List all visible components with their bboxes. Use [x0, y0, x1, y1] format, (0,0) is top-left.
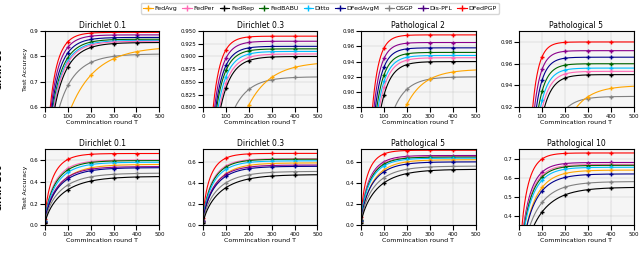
Text: CIFAR-10: CIFAR-10 [0, 48, 3, 90]
Title: Pathological 5: Pathological 5 [391, 139, 445, 148]
Legend: FedAvg, FedPer, FedRep, FedBABU, Ditto, DFedAvgM, OSGP, Dis-PFL, DFedPGP: FedAvg, FedPer, FedRep, FedBABU, Ditto, … [141, 3, 499, 13]
X-axis label: Commincation round T: Commincation round T [540, 238, 612, 243]
X-axis label: Commincation round T: Commincation round T [224, 238, 296, 243]
X-axis label: Commincation round T: Commincation round T [382, 120, 454, 125]
Title: Dirichlet 0.1: Dirichlet 0.1 [79, 139, 125, 148]
X-axis label: Commincation round T: Commincation round T [66, 238, 138, 243]
X-axis label: Commincation round T: Commincation round T [66, 120, 138, 125]
Title: Pathological 5: Pathological 5 [549, 21, 604, 30]
X-axis label: Commincation round T: Commincation round T [224, 120, 296, 125]
Title: Pathological 2: Pathological 2 [391, 21, 445, 30]
Title: Pathological 10: Pathological 10 [547, 139, 605, 148]
Title: Dirichlet 0.3: Dirichlet 0.3 [237, 139, 284, 148]
Title: Dirichlet 0.3: Dirichlet 0.3 [237, 21, 284, 30]
Y-axis label: Test Accuracy: Test Accuracy [24, 166, 28, 209]
X-axis label: Commincation round T: Commincation round T [382, 238, 454, 243]
Y-axis label: Test Accuracy: Test Accuracy [24, 47, 28, 91]
Title: Dirichlet 0.1: Dirichlet 0.1 [79, 21, 125, 30]
X-axis label: Commincation round T: Commincation round T [540, 120, 612, 125]
Text: CIFAR-100: CIFAR-100 [0, 163, 3, 211]
